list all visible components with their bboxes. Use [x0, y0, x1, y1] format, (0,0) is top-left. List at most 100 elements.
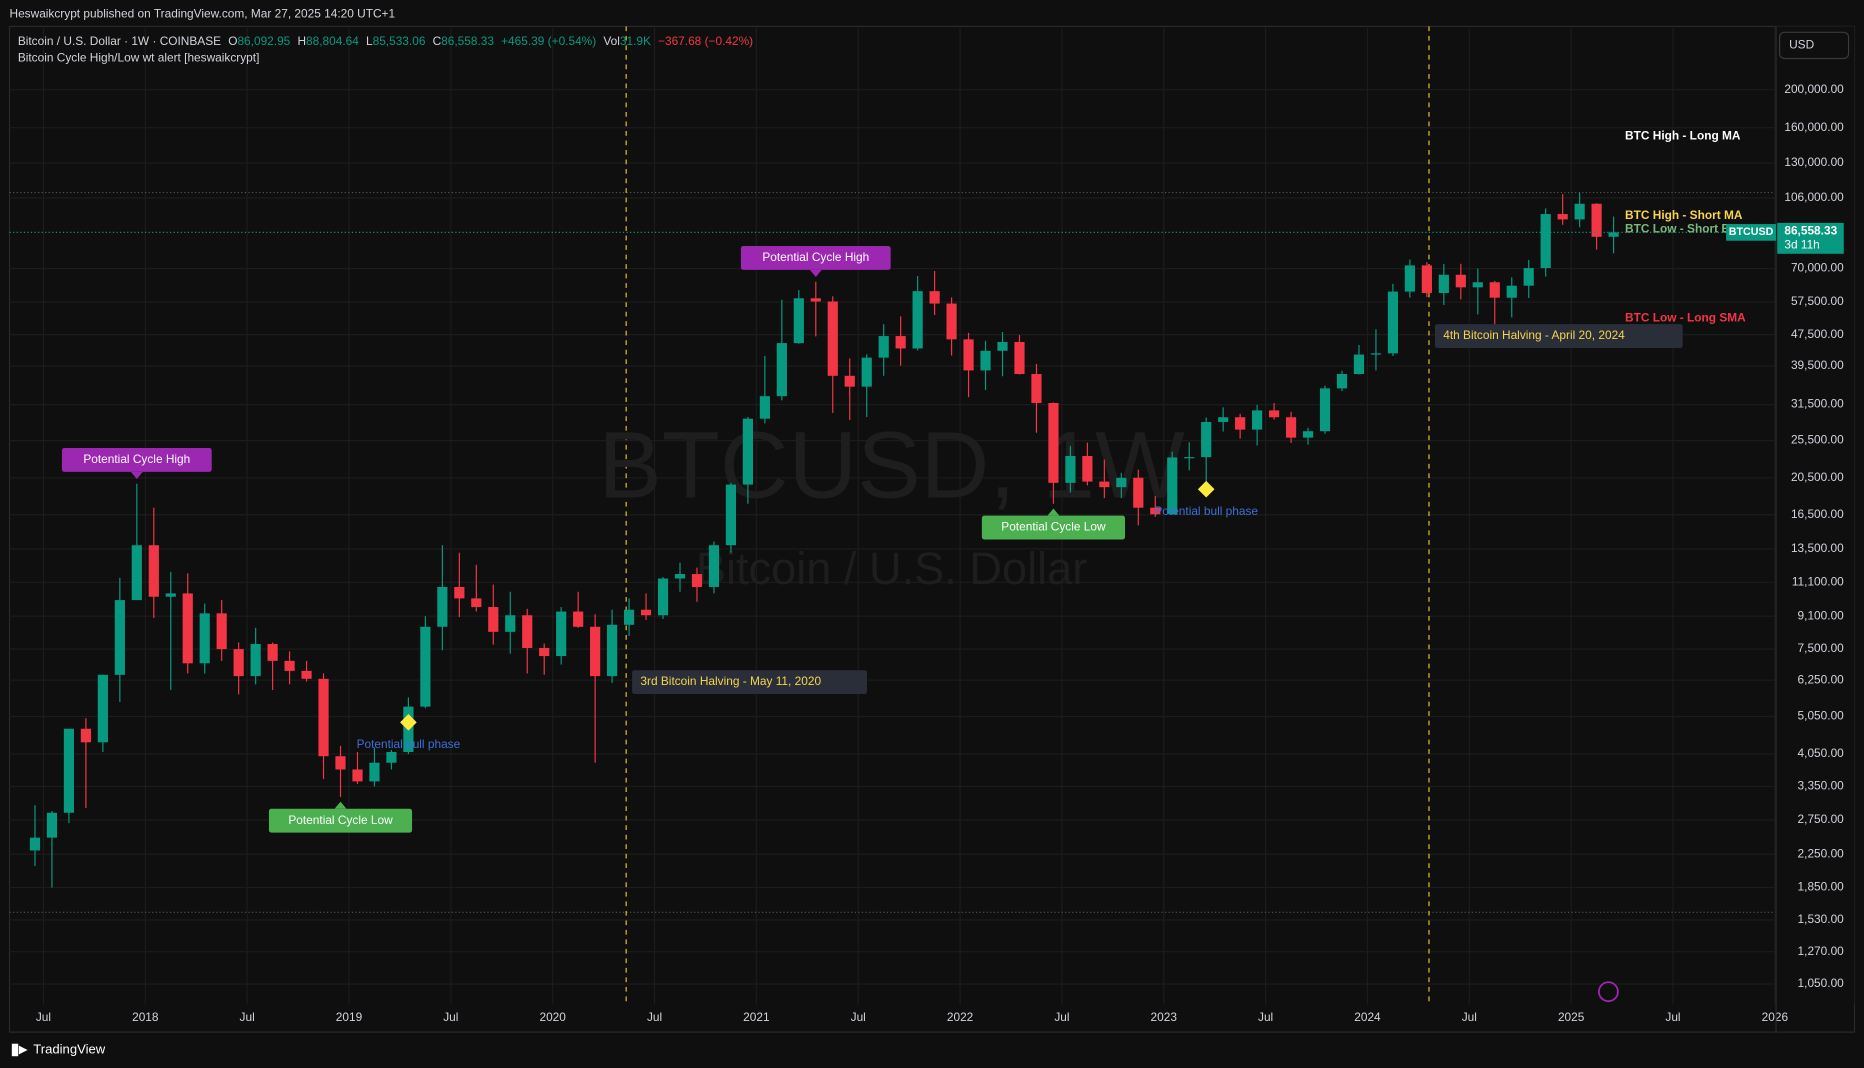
x-tick-label: Jul [1665, 1010, 1680, 1024]
x-tick-label: 2024 [1354, 1010, 1381, 1024]
x-tick-label: Jul [1054, 1010, 1069, 1024]
currency-button[interactable] [1779, 31, 1850, 60]
candle-body [946, 303, 957, 340]
candle-body [1048, 402, 1059, 483]
footer-logo: ▮▸ [11, 1041, 28, 1058]
bull-phase-label: Potential bull phase [357, 737, 461, 751]
candle-body [63, 728, 75, 813]
candle-body [1540, 214, 1551, 269]
y-tick-label: 31,500.00 [1791, 397, 1844, 411]
y-tick-label: 57,500.00 [1791, 294, 1844, 308]
candle-body [454, 586, 465, 599]
halving-box [632, 670, 868, 694]
candle-body [1201, 421, 1212, 458]
symbol: Bitcoin / U.S. Dollar · 1W · COINBASE [18, 34, 221, 48]
candle-body [607, 624, 618, 677]
candle-body [1252, 410, 1263, 430]
ohlc-value: 86,092.95 [237, 34, 290, 48]
watermark-sub: Bitcoin / U.S. Dollar [696, 543, 1087, 594]
candle-body [522, 615, 533, 648]
candle-body [1065, 455, 1076, 483]
legend-line: Bitcoin / U.S. Dollar · 1W · COINBASE O86… [18, 34, 753, 48]
price-badge [1777, 222, 1844, 254]
ohlc-key: L [366, 34, 373, 48]
indicator-label: BTC High - Short MA [1625, 208, 1743, 222]
candle-body [352, 769, 363, 782]
candle-body [1353, 354, 1365, 374]
assistant-icon[interactable] [1598, 981, 1619, 1003]
candle-body [80, 728, 91, 743]
x-tick-label: Jul [443, 1010, 458, 1024]
y-tick-label: 13,500.00 [1791, 541, 1844, 555]
ohlc-value: 85,533.06 [373, 34, 426, 48]
currency[interactable]: USD [1789, 38, 1814, 52]
x-tick-label: 2019 [336, 1010, 363, 1024]
ohlc-value: 88,804.64 [306, 34, 359, 48]
footer-bar [0, 1034, 1864, 1068]
candle-body [674, 574, 686, 579]
candle-body [793, 298, 804, 344]
cycle-high-box [740, 246, 891, 270]
candle-body [318, 678, 329, 757]
candle-body [148, 545, 159, 597]
volume: 31.9K [620, 34, 651, 48]
y-tick-label: 25,500.00 [1791, 433, 1844, 447]
x-tick-label: Jul [647, 1010, 662, 1024]
candle-body [1116, 477, 1127, 488]
y-tick-label: 20,500.00 [1791, 470, 1844, 484]
candle-body [1150, 507, 1161, 515]
candle-body [1218, 417, 1229, 422]
y-tick-label: 2,750.00 [1798, 812, 1845, 826]
candle-body [759, 396, 770, 419]
candle-body [182, 593, 193, 664]
candle-body [199, 613, 210, 664]
y-tick-label: 200,000.00 [1784, 82, 1844, 96]
candle-body [1285, 417, 1297, 438]
candle-body [1014, 341, 1025, 374]
y-tick-label: 11,100.00 [1792, 574, 1844, 588]
cycle-low-box [268, 808, 413, 833]
candle-body [437, 586, 448, 627]
pointer [130, 471, 143, 479]
cycle-high-label: Potential Cycle High [762, 250, 869, 264]
candle-body [1133, 477, 1144, 508]
publisher: Heswaikcrypt published on TradingView.co… [10, 7, 396, 21]
watermark: BTCUSD, 1W [598, 412, 1185, 518]
candle-body [420, 626, 431, 707]
y-tick-label: 9,100.00 [1798, 608, 1845, 622]
candle-body [725, 484, 737, 546]
candle-body [539, 647, 550, 657]
candle-body [1472, 282, 1483, 288]
candle-body [250, 643, 261, 677]
y-tick-label: 3,350.00 [1798, 779, 1845, 793]
candle-body [505, 615, 516, 632]
indicator-label: BTC Low - Long SMA [1625, 310, 1746, 324]
cycle-low-label: Potential Cycle Low [1001, 520, 1106, 534]
x-tick-label: 2020 [539, 1010, 566, 1024]
candle-body [895, 336, 906, 349]
candle-body [1302, 431, 1314, 438]
x-tick-label: Jul [36, 1010, 51, 1024]
footer: TradingView [33, 1041, 105, 1056]
candle-body [623, 609, 635, 625]
candle-body [165, 593, 176, 597]
candle-body [929, 291, 940, 304]
candle-body [657, 578, 669, 616]
candle-body [997, 341, 1008, 351]
candle-body [776, 343, 787, 397]
candle-body [97, 674, 108, 743]
candle-body [963, 339, 974, 371]
x-tick-label: 2023 [1151, 1010, 1178, 1024]
bull-phase-label: Potential bull phase [1154, 504, 1258, 518]
candle-body [301, 670, 312, 679]
y-tick-label: 39,500.00 [1791, 358, 1844, 372]
x-tick-label: 2021 [743, 1010, 770, 1024]
candle-body [1421, 265, 1432, 293]
ohlc-key: C [433, 34, 442, 48]
y-tick-label: 7,500.00 [1798, 641, 1845, 655]
volume-label: Vol [603, 34, 620, 48]
ohlc-key: O [228, 34, 237, 48]
candle-body [742, 418, 753, 485]
